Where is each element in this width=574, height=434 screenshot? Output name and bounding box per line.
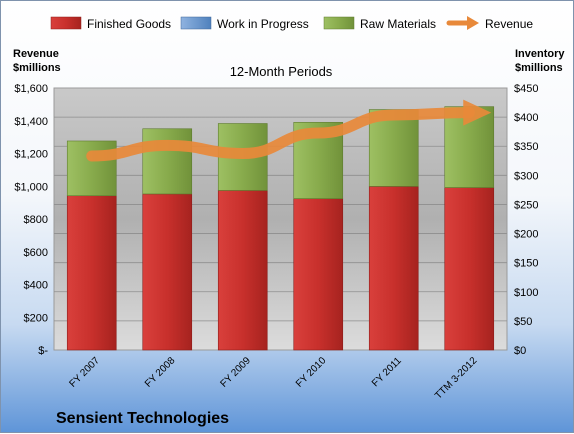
left-axis-ticks: $- $200 $400 $600 $800 $1,000 $1,200 $1,400 $1,6…: [14, 83, 48, 357]
left-tick-label: $-: [38, 345, 48, 357]
category-label: TTM 3-2012: [433, 355, 480, 402]
bar-finished-goods: [294, 199, 343, 350]
right-axis-title-line2: $millions: [515, 62, 563, 74]
right-tick-label: $200: [514, 229, 538, 241]
legend-swatch-revenue: [449, 16, 479, 30]
bar-finished-goods: [143, 194, 192, 350]
left-tick-label: $600: [24, 247, 48, 259]
left-tick-label: $1,000: [14, 181, 48, 193]
right-tick-label: $250: [514, 199, 538, 211]
left-tick-label: $1,400: [14, 116, 48, 128]
right-tick-label: $150: [514, 258, 538, 270]
left-tick-label: $400: [24, 280, 48, 292]
legend-label-work-in-progress: Work in Progress: [217, 17, 309, 31]
legend-swatch-raw-materials: [324, 17, 354, 29]
category-labels: FY 2007 FY 2008 FY 2009 FY 2010 FY 2011 TTM 3…: [67, 355, 479, 402]
legend-swatch-work-in-progress: [181, 17, 211, 29]
bar-raw-materials: [143, 129, 192, 194]
category-label: FY 2010: [294, 355, 329, 390]
left-tick-label: $800: [24, 214, 48, 226]
category-label: FY 2008: [143, 355, 178, 390]
bar-raw-materials: [67, 141, 116, 196]
right-tick-label: $350: [514, 141, 538, 153]
right-tick-label: $100: [514, 287, 538, 299]
category-label: FY 2009: [218, 355, 253, 390]
right-tick-label: $450: [514, 83, 538, 95]
left-tick-label: $1,200: [14, 149, 48, 161]
legend-label-raw-materials: Raw Materials: [360, 17, 436, 31]
plot-area: [54, 88, 507, 350]
right-tick-label: $300: [514, 170, 538, 182]
legend-label-revenue: Revenue: [485, 17, 533, 31]
bar-finished-goods: [67, 196, 116, 350]
legend-label-finished-goods: Finished Goods: [87, 17, 171, 31]
legend-swatch-finished-goods: [51, 17, 81, 29]
left-tick-label: $1,600: [14, 83, 48, 95]
bar-finished-goods: [445, 188, 494, 350]
company-name: Sensient Technologies: [56, 410, 229, 427]
right-axis-ticks: $0 $50 $100 $150 $200 $250 $300 $350 $400 $450: [514, 83, 538, 357]
left-tick-label: $200: [24, 312, 48, 324]
right-axis-title-line1: Inventory: [515, 48, 565, 60]
chart-title: 12-Month Periods: [230, 64, 333, 79]
category-label: FY 2011: [370, 355, 404, 389]
category-label: FY 2007: [67, 355, 102, 390]
bar-finished-goods: [369, 186, 418, 350]
right-tick-label: $0: [514, 345, 526, 357]
left-axis-title-line2: $millions: [13, 62, 61, 74]
left-axis-title-line1: Revenue: [13, 48, 59, 60]
legend: Finished Goods Work in Progress Raw Mate…: [51, 16, 533, 31]
right-tick-label: $400: [514, 112, 538, 124]
right-tick-label: $50: [514, 316, 532, 328]
bar-finished-goods: [218, 190, 267, 350]
